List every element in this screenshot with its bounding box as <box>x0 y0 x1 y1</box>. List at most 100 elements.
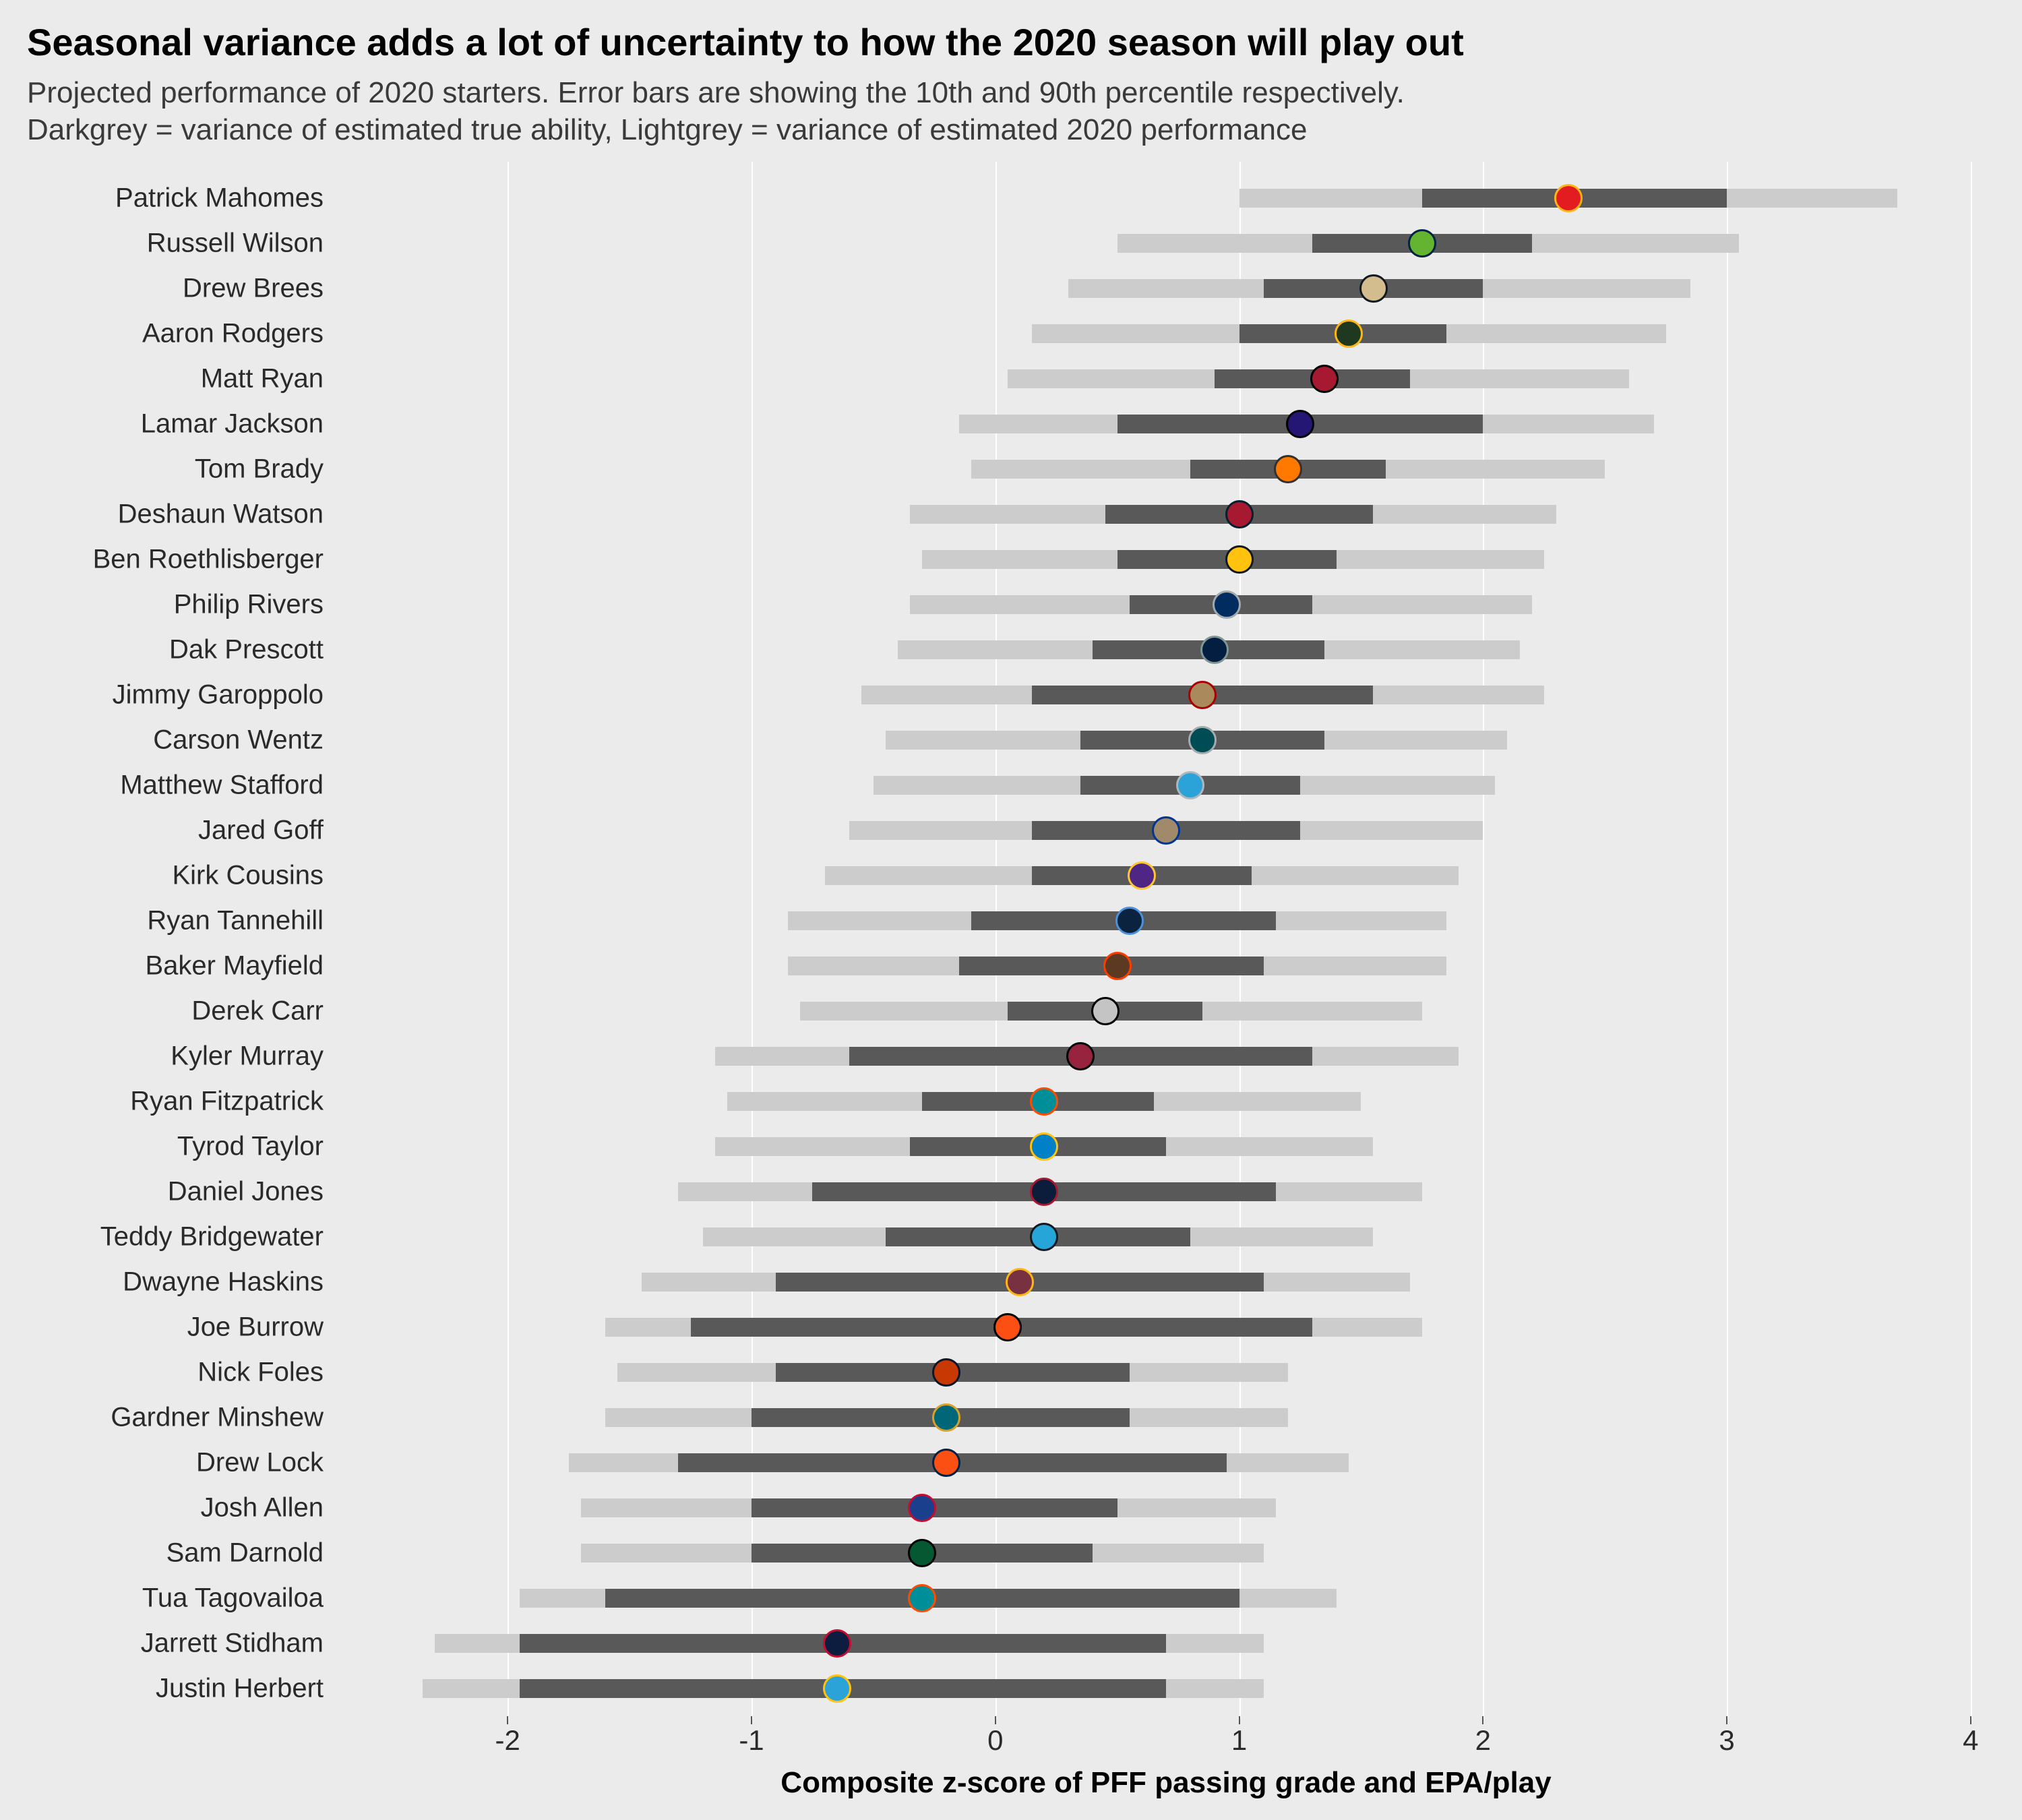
player-name: Teddy Bridgewater <box>13 1221 324 1252</box>
player-row: Lamar Jackson <box>0 401 2022 446</box>
x-tick-label: 0 <box>987 1724 1003 1757</box>
point-marker <box>1030 1178 1058 1206</box>
x-tick-label: 2 <box>1475 1724 1491 1757</box>
player-row: Tyrod Taylor <box>0 1124 2022 1169</box>
player-row: Dak Prescott <box>0 627 2022 672</box>
player-name: Drew Lock <box>13 1447 324 1478</box>
x-tick-label: 3 <box>1719 1724 1734 1757</box>
point-marker <box>908 1584 936 1612</box>
x-tick-mark <box>1482 1716 1483 1724</box>
player-row: Dwayne Haskins <box>0 1259 2022 1304</box>
player-name: Kyler Murray <box>13 1041 324 1071</box>
point-marker <box>1066 1042 1095 1070</box>
point-marker <box>908 1539 936 1567</box>
player-row: Justin Herbert <box>0 1666 2022 1711</box>
player-name: Carson Wentz <box>13 725 324 755</box>
player-row: Patrick Mahomes <box>0 175 2022 220</box>
player-name: Baker Mayfield <box>13 950 324 981</box>
player-name: Derek Carr <box>13 996 324 1026</box>
player-row: Joe Burrow <box>0 1304 2022 1349</box>
player-row: Drew Lock <box>0 1440 2022 1485</box>
player-row: Kirk Cousins <box>0 853 2022 898</box>
x-tick-mark <box>1726 1716 1727 1724</box>
player-name: Ryan Fitzpatrick <box>13 1086 324 1116</box>
x-tick-label: -1 <box>739 1724 764 1757</box>
point-marker <box>1103 952 1132 980</box>
player-row: Jared Goff <box>0 808 2022 853</box>
player-row: Ryan Tannehill <box>0 898 2022 943</box>
player-row: Daniel Jones <box>0 1169 2022 1214</box>
player-row: Russell Wilson <box>0 220 2022 266</box>
point-marker <box>1176 771 1204 799</box>
player-name: Aaron Rodgers <box>13 318 324 348</box>
player-name: Nick Foles <box>13 1357 324 1387</box>
x-tick-mark <box>751 1716 752 1724</box>
player-row: Philip Rivers <box>0 582 2022 627</box>
point-marker <box>1030 1132 1058 1161</box>
x-tick-mark <box>995 1716 996 1724</box>
player-row: Kyler Murray <box>0 1033 2022 1079</box>
player-name: Dak Prescott <box>13 634 324 665</box>
player-name: Matt Ryan <box>13 363 324 394</box>
point-marker <box>1310 365 1339 393</box>
player-row: Jimmy Garoppolo <box>0 672 2022 717</box>
player-name: Ben Roethlisberger <box>13 544 324 574</box>
player-name: Josh Allen <box>13 1492 324 1523</box>
point-marker <box>1335 320 1363 348</box>
player-name: Drew Brees <box>13 273 324 303</box>
player-name: Jimmy Garoppolo <box>13 679 324 710</box>
player-row: Deshaun Watson <box>0 491 2022 537</box>
subtitle-line-2: Darkgrey = variance of estimated true ab… <box>27 113 1308 146</box>
player-name: Daniel Jones <box>13 1176 324 1207</box>
player-name: Jared Goff <box>13 815 324 845</box>
player-row: Josh Allen <box>0 1485 2022 1530</box>
player-row: Nick Foles <box>0 1349 2022 1395</box>
player-row: Ben Roethlisberger <box>0 537 2022 582</box>
point-marker <box>1115 907 1144 935</box>
player-row: Carson Wentz <box>0 717 2022 762</box>
player-name: Tua Tagovailoa <box>13 1583 324 1613</box>
player-row: Baker Mayfield <box>0 943 2022 988</box>
player-row: Jarrett Stidham <box>0 1620 2022 1666</box>
player-name: Joe Burrow <box>13 1312 324 1342</box>
player-row: Drew Brees <box>0 266 2022 311</box>
player-name: Tom Brady <box>13 454 324 484</box>
point-marker <box>932 1358 960 1387</box>
x-tick-mark <box>1239 1716 1240 1724</box>
player-name: Deshaun Watson <box>13 499 324 529</box>
player-row: Ryan Fitzpatrick <box>0 1079 2022 1124</box>
x-tick-mark <box>507 1716 508 1724</box>
point-marker <box>1225 500 1254 528</box>
chart-title: Seasonal variance adds a lot of uncertai… <box>27 20 1464 64</box>
point-marker <box>993 1313 1022 1341</box>
point-marker <box>1554 184 1583 212</box>
point-marker <box>908 1494 936 1522</box>
point-marker <box>1213 590 1241 619</box>
point-marker <box>1274 455 1302 483</box>
x-tick-label: 4 <box>1963 1724 1978 1757</box>
point-marker <box>1188 681 1217 709</box>
x-tick-label: -2 <box>495 1724 520 1757</box>
point-marker <box>823 1674 851 1703</box>
player-row: Matthew Stafford <box>0 762 2022 808</box>
player-name: Kirk Cousins <box>13 860 324 890</box>
point-marker <box>1188 726 1217 754</box>
player-name: Russell Wilson <box>13 228 324 258</box>
point-marker <box>1030 1087 1058 1116</box>
x-axis-title: Composite z-score of PFF passing grade a… <box>337 1766 1995 1800</box>
point-marker <box>1286 410 1314 438</box>
player-row: Matt Ryan <box>0 356 2022 401</box>
player-row: Teddy Bridgewater <box>0 1214 2022 1259</box>
player-name: Patrick Mahomes <box>13 183 324 213</box>
player-name: Dwayne Haskins <box>13 1267 324 1297</box>
player-row: Tua Tagovailoa <box>0 1575 2022 1620</box>
point-marker <box>932 1449 960 1477</box>
point-marker <box>1359 274 1388 303</box>
player-name: Gardner Minshew <box>13 1402 324 1432</box>
player-name: Jarrett Stidham <box>13 1628 324 1658</box>
point-marker <box>823 1629 851 1658</box>
x-tick-mark <box>1970 1716 1971 1724</box>
player-row: Sam Darnold <box>0 1530 2022 1575</box>
point-marker <box>1091 997 1120 1025</box>
player-name: Lamar Jackson <box>13 408 324 439</box>
